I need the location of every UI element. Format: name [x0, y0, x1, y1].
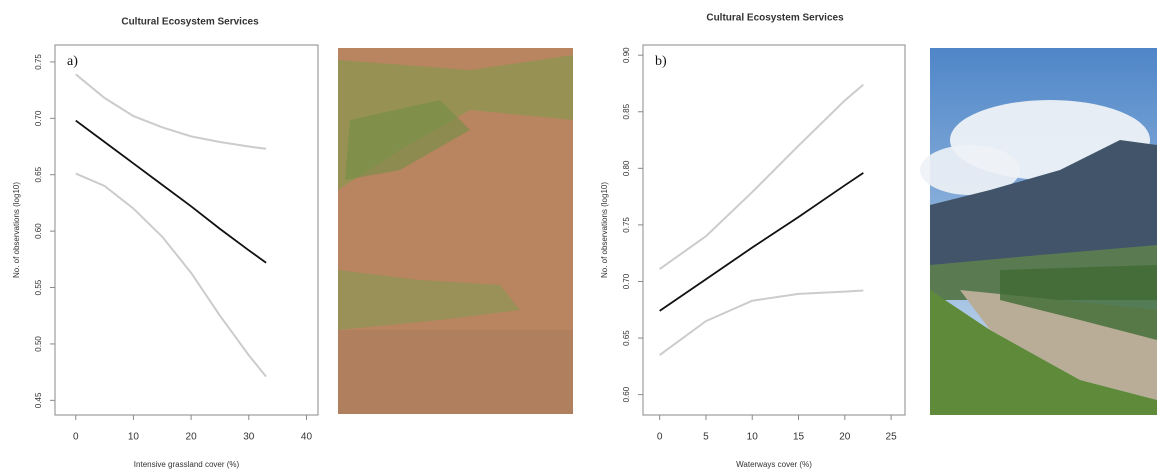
- y-axis-label: No. of observations (log10): [12, 182, 21, 278]
- y-axis-label: No. of observations (log10): [600, 182, 609, 278]
- x-tick-label: 5: [703, 432, 709, 443]
- y-tick-label: 0.50: [34, 336, 43, 352]
- x-tick-label: 30: [243, 432, 255, 443]
- x-tick-label: 10: [747, 432, 759, 443]
- y-tick-label: 0.55: [34, 279, 43, 295]
- x-tick-label: 0: [657, 432, 663, 443]
- panel-label: a): [67, 54, 78, 69]
- x-tick-label: 20: [839, 432, 851, 443]
- y-tick-label: 0.45: [34, 392, 43, 408]
- y-tick-label: 0.75: [622, 217, 631, 233]
- plot-frame: [54, 44, 319, 416]
- photo-grassland: [338, 48, 573, 414]
- y-tick-label: 0.60: [622, 386, 631, 402]
- x-tick-label: 10: [128, 432, 140, 443]
- panel-label: b): [655, 54, 667, 69]
- x-tick-label: 25: [886, 432, 898, 443]
- x-tick-label: 40: [301, 432, 313, 443]
- line-series: [75, 73, 267, 150]
- x-tick-label: 0: [73, 432, 79, 443]
- line-series: [75, 172, 267, 378]
- plot-frame: [642, 44, 906, 416]
- y-tick-label: 0.65: [34, 166, 43, 182]
- x-tick-label: 15: [793, 432, 805, 443]
- chart-title: Cultural Ecosystem Services: [121, 17, 259, 28]
- line-series: [659, 289, 864, 356]
- x-axis-label: Waterways cover (%): [736, 460, 812, 469]
- x-axis-label: Intensive grassland cover (%): [134, 460, 240, 469]
- y-tick-label: 0.75: [34, 54, 43, 70]
- photo-river: [920, 48, 1157, 415]
- chart-title: Cultural Ecosystem Services: [706, 13, 844, 24]
- x-tick-label: 20: [186, 432, 198, 443]
- y-tick-label: 0.60: [34, 223, 43, 239]
- y-tick-label: 0.70: [622, 273, 631, 289]
- line-series: [75, 119, 267, 264]
- y-tick-label: 0.70: [34, 110, 43, 126]
- y-tick-label: 0.85: [622, 103, 631, 119]
- y-tick-label: 0.65: [622, 330, 631, 346]
- y-tick-label: 0.90: [622, 47, 631, 63]
- y-tick-label: 0.80: [622, 160, 631, 176]
- line-series: [659, 83, 864, 270]
- line-series: [659, 172, 864, 312]
